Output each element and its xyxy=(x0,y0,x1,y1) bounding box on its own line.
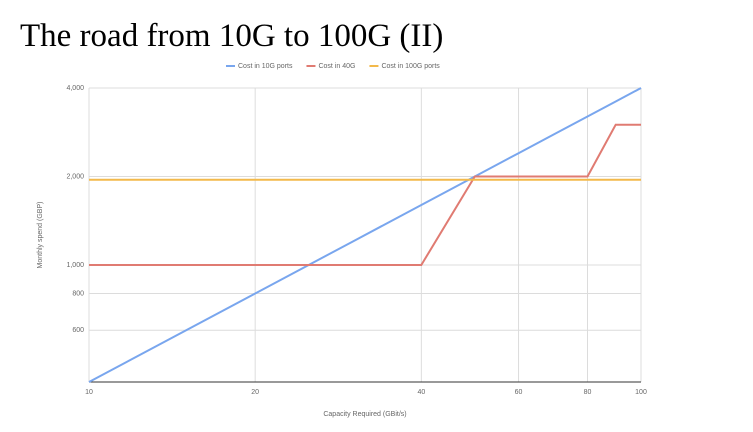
x-tick-label: 100 xyxy=(635,389,647,396)
legend-label: Cost in 10G ports xyxy=(238,63,293,70)
x-tick-label: 40 xyxy=(417,389,425,396)
y-tick-label: 2,000 xyxy=(66,173,84,180)
x-axis-label: Capacity Required (GBit/s) xyxy=(323,411,406,418)
y-tick-label: 600 xyxy=(72,327,84,334)
y-tick-label: 4,000 xyxy=(66,85,84,92)
y-tick-label: 800 xyxy=(72,290,84,297)
x-tick-label: 80 xyxy=(584,389,592,396)
series-line xyxy=(89,123,641,266)
legend-label: Cost in 40G xyxy=(318,63,355,70)
x-tick-label: 20 xyxy=(251,389,259,396)
y-tick-label: 1,000 xyxy=(66,262,84,269)
chart-title: The road from 10G to 100G (II) xyxy=(20,18,443,54)
series-line xyxy=(88,87,642,383)
legend-label: Cost in 100G ports xyxy=(381,63,440,70)
x-tick-label: 10 xyxy=(85,389,93,396)
x-tick-label: 60 xyxy=(515,389,523,396)
y-axis-label: Monthly spend (GBP) xyxy=(37,202,44,269)
